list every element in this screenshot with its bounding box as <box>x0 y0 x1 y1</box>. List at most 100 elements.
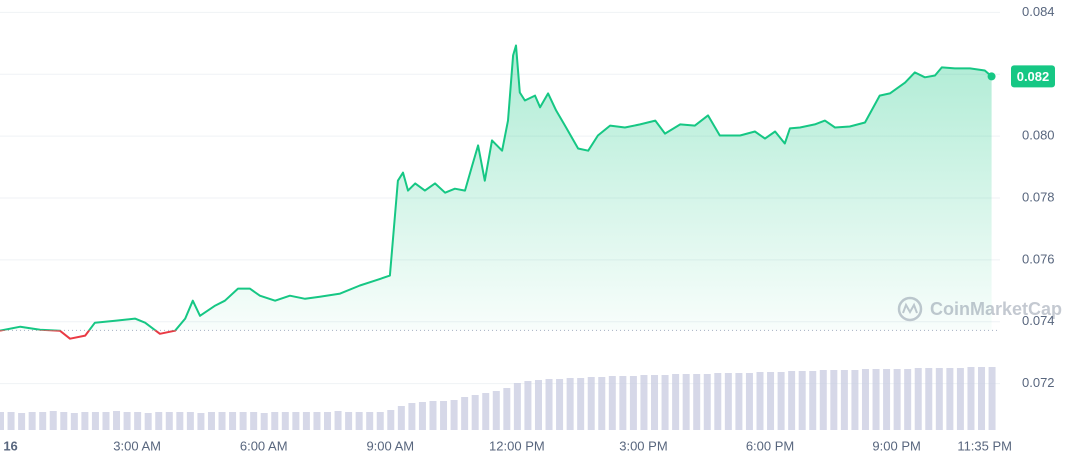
price-area <box>0 45 992 331</box>
volume-bar <box>102 412 110 430</box>
volume-bar <box>186 412 194 430</box>
last-point <box>987 72 996 81</box>
volume-bar <box>176 412 184 430</box>
volume-bar <box>0 412 4 430</box>
volume-bar <box>767 372 775 430</box>
volume-bar <box>39 412 47 430</box>
y-tick-label: 0.076 <box>1022 251 1055 266</box>
volume-bar <box>387 410 395 430</box>
volume-bar <box>872 369 880 430</box>
volume-bar <box>777 372 785 430</box>
volume-bar <box>70 413 78 430</box>
volume-bar <box>809 371 817 430</box>
volume-bar <box>366 412 374 430</box>
x-tick-label: 6:00 AM <box>240 438 288 453</box>
volume-bar <box>450 400 458 430</box>
volume-bar <box>418 402 426 430</box>
y-tick-label: 0.074 <box>1022 313 1055 328</box>
volume-bar <box>577 378 585 430</box>
volume-bar <box>513 383 521 430</box>
volume-bar <box>123 412 131 430</box>
volume-bar <box>218 412 226 430</box>
volume-bar <box>629 376 637 430</box>
volume-bar <box>967 367 975 430</box>
volume-bar <box>714 373 722 430</box>
volume-bar <box>260 413 268 430</box>
volume-bar <box>566 378 574 430</box>
x-tick-label: 6:00 PM <box>746 438 794 453</box>
volume-bar <box>239 412 247 430</box>
volume-bar <box>819 370 827 430</box>
volume-bar <box>861 369 869 430</box>
volume-bar <box>830 370 838 430</box>
volume-bar <box>60 412 68 430</box>
volume-bar <box>144 413 152 430</box>
volume-bar <box>883 369 891 430</box>
y-tick-label: 0.080 <box>1022 128 1055 143</box>
volume-bar <box>355 412 363 430</box>
volume-bar <box>651 375 659 430</box>
volume-bar <box>988 367 996 430</box>
x-tick-label: 9:00 PM <box>872 438 920 453</box>
volume-bar <box>978 367 986 430</box>
watermark-logo <box>897 296 923 322</box>
watermark-text: CoinMarketCap <box>930 299 1062 319</box>
volume-bar <box>229 412 237 430</box>
volume-bar <box>598 377 606 430</box>
volume-bar <box>545 379 553 430</box>
x-tick-label: 12:00 PM <box>489 438 545 453</box>
volume-bar <box>440 401 448 430</box>
volume-bar <box>165 412 173 430</box>
volume-bar <box>471 395 479 430</box>
volume-bar <box>461 397 469 430</box>
volume-bar <box>745 373 753 430</box>
x-tick-label: 9:00 AM <box>366 438 414 453</box>
volume-bar <box>28 412 36 430</box>
volume-bar <box>345 412 353 430</box>
volume-bar <box>313 412 321 430</box>
volume-bar <box>587 377 595 430</box>
y-tick-label: 0.084 <box>1022 4 1055 19</box>
volume-bar <box>925 368 933 430</box>
volume-bar <box>113 411 121 430</box>
volume-bar <box>724 373 732 430</box>
volume-bar <box>281 412 289 430</box>
volume-bar <box>914 368 922 430</box>
volume-bar <box>155 412 163 430</box>
volume-bar <box>956 368 964 430</box>
volume-bar <box>788 371 796 430</box>
x-tick-label: 11:35 PM <box>957 438 1012 453</box>
y-tick-label: 0.078 <box>1022 189 1055 204</box>
plot <box>0 44 1000 340</box>
current-price-badge <box>1011 65 1055 88</box>
volume-bar <box>324 412 332 430</box>
y-tick-label: 0.072 <box>1022 375 1055 390</box>
volume-bar <box>429 401 437 430</box>
volume-bar <box>302 412 310 430</box>
volume-bar <box>946 368 954 430</box>
volume-bar <box>672 374 680 430</box>
volume-bar <box>935 368 943 430</box>
watermark-logo-m <box>902 302 918 315</box>
volume-bar <box>334 411 342 430</box>
watermark: CoinMarketCap <box>897 296 1062 322</box>
x-tick-label: 3:00 AM <box>113 438 161 453</box>
volume-bar <box>7 412 15 430</box>
volume-bar <box>893 369 901 430</box>
volume-bar <box>207 412 215 430</box>
volume-bar <box>556 379 564 430</box>
volume-bar <box>271 412 279 430</box>
volume-bar <box>81 412 89 430</box>
volume-bar <box>904 369 912 430</box>
volume-bar <box>851 370 859 430</box>
volume-bar <box>250 412 258 430</box>
volume-bar <box>482 393 490 430</box>
x-tick-label: 3:00 PM <box>619 438 667 453</box>
volume <box>0 367 996 430</box>
volume-bar <box>18 413 26 430</box>
volume-bar <box>397 406 405 430</box>
volume-bar <box>608 376 616 430</box>
volume-bar <box>134 412 142 430</box>
